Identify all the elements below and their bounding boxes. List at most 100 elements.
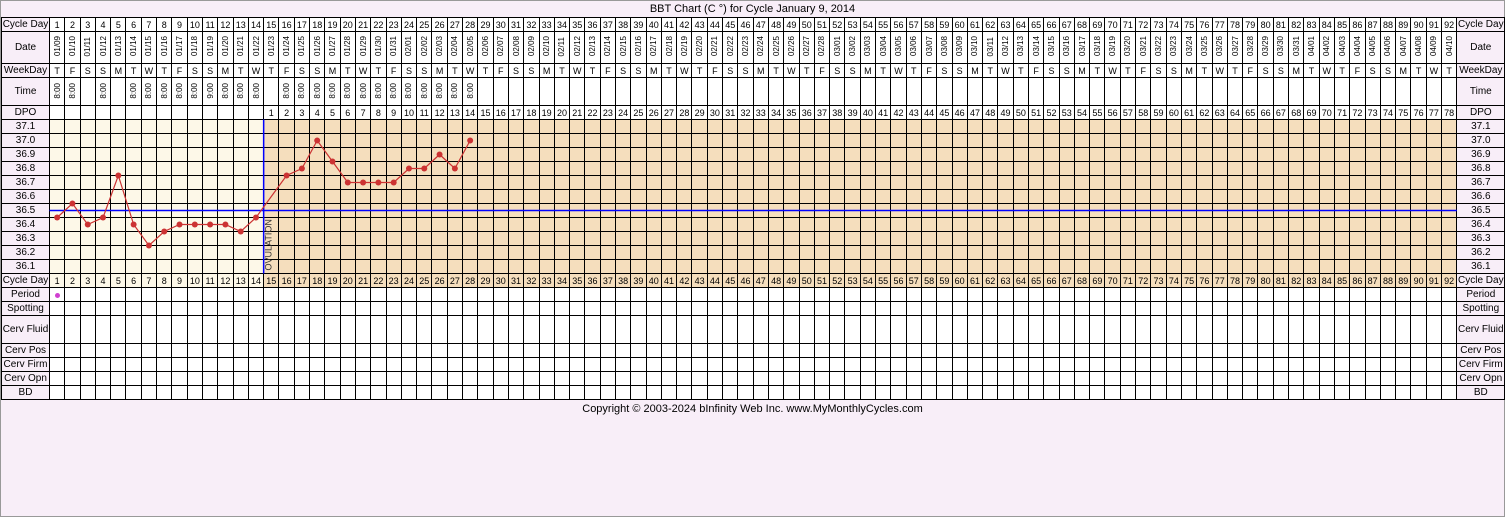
cell: 7 xyxy=(141,18,156,32)
cell xyxy=(661,358,676,372)
cell xyxy=(1151,386,1166,400)
temp-cell xyxy=(478,204,493,218)
cell xyxy=(661,78,676,106)
temp-cell xyxy=(1411,246,1426,260)
cell: 4 xyxy=(95,18,110,32)
temp-label-36.6-r: 36.6 xyxy=(1457,190,1505,204)
cell xyxy=(233,344,248,358)
temp-cell xyxy=(1136,134,1151,148)
temp-cell xyxy=(1059,162,1074,176)
cell: 48 xyxy=(768,274,783,288)
cell: T xyxy=(233,64,248,78)
temp-cell xyxy=(1365,162,1380,176)
temp-cell xyxy=(493,204,508,218)
cell: 03/15 xyxy=(1044,32,1059,64)
temp-cell xyxy=(508,120,523,134)
cell: 74 xyxy=(1166,18,1181,32)
cell xyxy=(386,288,401,302)
temp-cell xyxy=(784,218,799,232)
cell xyxy=(631,78,646,106)
temp-cell xyxy=(463,148,478,162)
cell: 45 xyxy=(723,274,738,288)
temp-cell xyxy=(187,204,202,218)
temp-cell xyxy=(860,190,875,204)
cell: F xyxy=(1350,64,1365,78)
row-label-bd: BD xyxy=(2,386,50,400)
cell xyxy=(937,302,952,316)
temp-cell xyxy=(784,204,799,218)
cell: 01/23 xyxy=(264,32,279,64)
cell xyxy=(1029,302,1044,316)
temp-cell xyxy=(1334,204,1349,218)
cell xyxy=(1258,316,1273,344)
cell: 13 xyxy=(233,274,248,288)
cell: 3 xyxy=(294,106,309,120)
temp-cell xyxy=(723,176,738,190)
cell xyxy=(294,386,309,400)
temp-label-36.2: 36.2 xyxy=(2,246,50,260)
temp-cell xyxy=(921,232,936,246)
cell xyxy=(921,372,936,386)
temp-cell xyxy=(1013,134,1028,148)
temp-cell xyxy=(998,246,1013,260)
cell: T xyxy=(768,64,783,78)
cell: 02/09 xyxy=(524,32,539,64)
temp-cell xyxy=(172,246,187,260)
cell xyxy=(1411,302,1426,316)
cell xyxy=(1243,386,1258,400)
temp-cell xyxy=(677,260,692,274)
temp-cell xyxy=(1105,246,1120,260)
cell xyxy=(1334,344,1349,358)
cell: 24 xyxy=(401,18,416,32)
row-label-cerv_fluid-right: Cerv Fluid xyxy=(1457,316,1505,344)
cell xyxy=(585,344,600,358)
cell: 59 xyxy=(1151,106,1166,120)
temp-cell xyxy=(554,260,569,274)
temp-cell xyxy=(1105,134,1120,148)
cell xyxy=(1044,302,1059,316)
temp-cell xyxy=(876,232,891,246)
temp-cell xyxy=(1090,176,1105,190)
temp-cell xyxy=(218,176,233,190)
temp-cell xyxy=(1442,260,1457,274)
temp-cell xyxy=(187,148,202,162)
cell xyxy=(692,302,707,316)
temp-cell xyxy=(417,232,432,246)
temp-cell xyxy=(799,204,814,218)
temp-label-37.1-r: 37.1 xyxy=(1457,120,1505,134)
cell: T xyxy=(1090,64,1105,78)
cell: W xyxy=(998,64,1013,78)
cell xyxy=(1273,358,1288,372)
cell xyxy=(1334,78,1349,106)
cell: 81 xyxy=(1273,18,1288,32)
cell xyxy=(1365,372,1380,386)
cell: 29 xyxy=(692,106,707,120)
cell xyxy=(401,302,416,316)
temp-cell xyxy=(906,134,921,148)
temp-cell xyxy=(508,218,523,232)
temp-cell xyxy=(753,204,768,218)
cell: 21 xyxy=(570,106,585,120)
cell xyxy=(202,344,217,358)
cell xyxy=(111,344,126,358)
cell xyxy=(707,372,722,386)
temp-label-36.1-r: 36.1 xyxy=(1457,260,1505,274)
temp-cell xyxy=(310,148,325,162)
cell: M xyxy=(1074,64,1089,78)
cell xyxy=(1090,372,1105,386)
temp-cell xyxy=(417,204,432,218)
cell: 42 xyxy=(891,106,906,120)
cell xyxy=(310,358,325,372)
cell xyxy=(1380,302,1395,316)
temp-cell xyxy=(432,260,447,274)
cell xyxy=(111,78,126,106)
temp-cell xyxy=(1166,190,1181,204)
temp-cell xyxy=(340,120,355,134)
cell xyxy=(432,316,447,344)
temp-cell xyxy=(998,204,1013,218)
cell: 03/10 xyxy=(967,32,982,64)
cell xyxy=(1044,344,1059,358)
cell xyxy=(860,78,875,106)
cell xyxy=(768,78,783,106)
temp-cell xyxy=(340,176,355,190)
